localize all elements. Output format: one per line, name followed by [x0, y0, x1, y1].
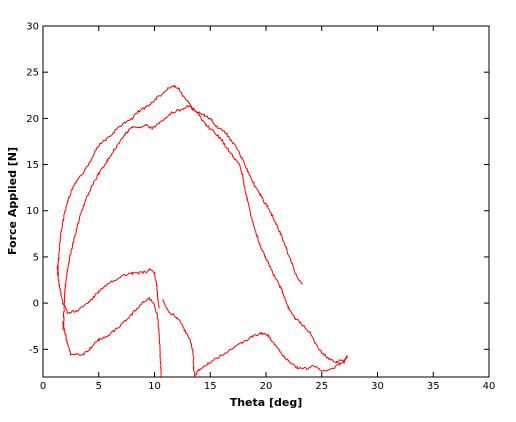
y-tick-label: 30	[26, 22, 39, 33]
series-line-2	[62, 105, 349, 364]
x-tick-label: 30	[371, 381, 384, 392]
y-tick-label: 20	[26, 114, 39, 125]
series-line-5	[161, 299, 196, 377]
series-line-1	[56, 84, 304, 285]
series-line-4	[62, 297, 162, 377]
ticks-layer: 0 5 10 15 20 25 30 35 40 -5 0 5 10 15 20 25 30	[26, 22, 495, 393]
y-tick-label: 25	[26, 68, 39, 79]
y-tick-label: 0	[33, 299, 39, 310]
x-tick-label: 10	[148, 381, 161, 392]
x-tick-label: 0	[40, 381, 46, 392]
x-tick-label: 15	[204, 381, 217, 392]
x-tick-label: 25	[315, 381, 328, 392]
y-tick-label: -5	[29, 345, 39, 356]
x-tick-label: 20	[260, 381, 273, 392]
y-tick-label: 15	[26, 160, 39, 171]
x-tick-label: 5	[96, 381, 102, 392]
series-line-3	[56, 265, 160, 314]
series-layer	[56, 84, 349, 377]
x-tick-label: 35	[427, 381, 440, 392]
y-tick-label: 5	[33, 252, 39, 263]
x-axis-label: Theta [deg]	[230, 396, 303, 409]
y-axis-label: Force Applied [N]	[6, 147, 19, 255]
x-tick-label: 40	[483, 381, 496, 392]
y-tick-label: 10	[26, 206, 39, 217]
series-line-6	[194, 332, 348, 376]
